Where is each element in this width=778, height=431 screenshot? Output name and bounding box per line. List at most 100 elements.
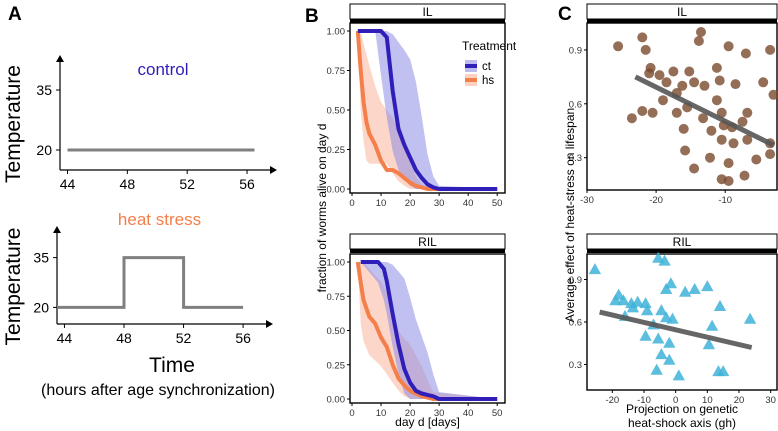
x-tick-label: 52 — [179, 176, 195, 192]
x-tick-label: 50 — [492, 408, 503, 419]
data-point — [631, 295, 644, 307]
plot-border — [349, 253, 506, 404]
y-tick-label: 0.00 — [327, 185, 346, 196]
data-point — [705, 152, 715, 163]
panel-c-il: IL 0.3 0.6 0.9 -30 -20 -10 Average effect of he… — [563, 3, 778, 322]
panel-c-ril: RIL 0.3 0.6 0.9 -20 -10 0 10 20 30 Projection on g… — [569, 233, 778, 430]
y-tick-label: 35 — [36, 82, 52, 98]
x-tick-label: 44 — [60, 176, 76, 192]
y-tick-label: 0.3 — [569, 360, 582, 371]
data-point — [639, 297, 652, 309]
x-axis-label: day d [days] — [395, 415, 460, 429]
x-tick-label: -10 — [718, 195, 732, 206]
data-point — [702, 338, 716, 350]
data-point — [751, 154, 762, 165]
x-tick-label: 30 — [765, 395, 776, 406]
x-tick-label: 52 — [176, 330, 192, 346]
x-axis-arrow-icon — [266, 320, 273, 328]
data-point — [680, 145, 691, 156]
y-tick-label: 0.6 — [569, 318, 582, 329]
legend-label-ct: ct — [482, 61, 492, 73]
data-point — [737, 116, 748, 127]
y-tick-label: 0.3 — [569, 153, 582, 164]
data-point — [768, 89, 778, 100]
y-tick-label: 0.9 — [569, 275, 582, 286]
data-point — [740, 48, 751, 59]
data-point — [637, 106, 648, 116]
y-axis-label: Temperature — [2, 228, 25, 346]
data-point — [689, 163, 700, 174]
data-point — [661, 77, 672, 88]
panel-a-heat-stress: 20 35 44 48 52 56 heat stress Temperature Time (h… — [2, 210, 275, 399]
data-point — [658, 254, 671, 266]
data-point — [663, 353, 676, 365]
x-tick-label: 56 — [239, 176, 255, 192]
x-tick-label: 10 — [376, 198, 387, 209]
data-point — [647, 107, 658, 118]
legend-label-hs: hs — [482, 75, 494, 87]
y-tick-label: 20 — [33, 299, 49, 315]
x-tick-label: 0 — [349, 408, 354, 419]
x-axis-arrow-icon — [270, 166, 277, 174]
y-tick-label: 0.75 — [327, 292, 346, 303]
regression-line — [634, 74, 775, 148]
data-point — [706, 125, 717, 136]
y-axis-arrow-icon — [56, 55, 64, 62]
y-tick-label: 20 — [36, 142, 52, 158]
data-point — [626, 301, 640, 313]
data-point — [654, 70, 665, 81]
panel-label-C: C — [558, 4, 572, 25]
confidence-band-ct — [357, 31, 498, 189]
data-point — [668, 66, 679, 77]
data-point — [742, 134, 753, 145]
data-point — [671, 107, 682, 118]
x-tick-label: 10 — [702, 395, 713, 406]
data-point — [640, 44, 651, 55]
data-point — [730, 79, 741, 90]
y-tick-label: 0.6 — [569, 99, 582, 110]
data-point — [650, 363, 663, 375]
plot-border — [586, 22, 778, 191]
data-point — [645, 62, 656, 73]
x-tick-label: 20 — [405, 198, 416, 209]
x-tick-label: 40 — [463, 408, 474, 419]
data-point — [698, 113, 709, 124]
data-point — [696, 27, 706, 37]
x-tick-label: 48 — [116, 330, 132, 346]
temperature-line — [57, 256, 244, 309]
x-tick-label: -10 — [637, 395, 651, 406]
data-point — [716, 134, 727, 145]
data-point — [588, 263, 602, 275]
data-point — [743, 312, 757, 324]
data-point — [765, 149, 776, 160]
x-tick-label: 20 — [405, 408, 416, 419]
data-point — [742, 107, 753, 118]
survival-line-ct — [357, 29, 498, 191]
confidence-band-ct — [360, 262, 498, 399]
x-axis-label: Projection on genetic — [626, 402, 738, 416]
x-axis-label-line2: heat-shock axis (gh) — [628, 416, 736, 430]
data-point — [655, 348, 668, 360]
facet-strip-bar — [350, 249, 505, 253]
data-point — [652, 251, 665, 263]
data-point — [758, 77, 769, 88]
y-tick-label: 0.9 — [569, 45, 582, 56]
x-tick-label: 0 — [349, 198, 354, 209]
survival-line-hs — [355, 261, 498, 401]
x-tick-label: 48 — [120, 176, 136, 192]
data-point — [689, 77, 700, 88]
panel-b-il: IL 0.00 0.25 0.50 0.75 1.00 0 10 20 30 40 50 fractio… — [315, 3, 517, 292]
facet-strip-bar — [587, 19, 777, 23]
data-point — [655, 304, 668, 316]
data-point — [711, 95, 722, 106]
x-tick-label: 56 — [235, 330, 251, 346]
x-tick-label: 0 — [673, 395, 678, 406]
x-tick-label: -20 — [649, 195, 663, 206]
x-tick-label: -20 — [605, 395, 619, 406]
data-point — [688, 282, 701, 294]
data-point — [613, 41, 624, 52]
data-point — [609, 294, 622, 306]
data-point — [677, 80, 688, 91]
x-tick-label: 50 — [492, 198, 503, 209]
